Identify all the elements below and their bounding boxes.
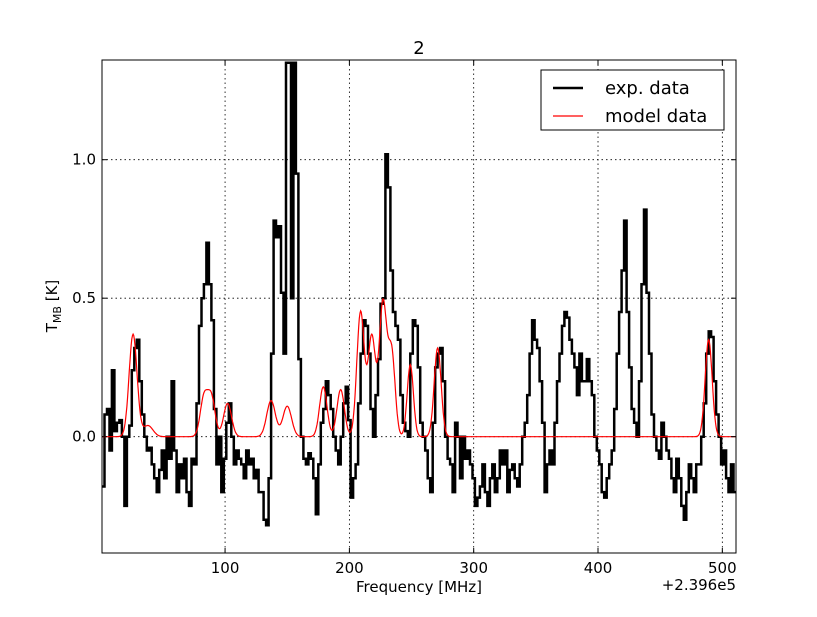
svg-text:TMB [K]: TMB [K] <box>43 280 64 334</box>
axes-frame <box>101 59 737 554</box>
ticks <box>102 60 736 553</box>
x-tick-label: 500 <box>708 559 737 577</box>
chart-title: 2 <box>413 38 424 59</box>
legend-label-model-data: model data <box>605 106 707 127</box>
series-line-exp-data <box>102 61 736 527</box>
y-label-unit: [K] <box>43 280 61 306</box>
x-tick-label: 100 <box>211 559 240 577</box>
legend: exp. data model data <box>540 69 725 131</box>
y-tick-label: 0.5 <box>72 289 96 307</box>
x-tick-label: 200 <box>335 559 364 577</box>
series-layer <box>102 61 736 527</box>
plot-area: 100 200 300 400 500 0.0 0.5 1.0 <box>72 59 737 577</box>
y-label-base: T <box>43 322 61 333</box>
y-tick-label: 1.0 <box>72 151 96 169</box>
tick-labels: 100 200 300 400 500 0.0 0.5 1.0 <box>72 151 737 577</box>
legend-label-exp-data: exp. data <box>605 78 690 99</box>
x-tick-label: 300 <box>459 559 488 577</box>
x-offset-label: +2.396e5 <box>662 576 736 594</box>
x-tick-label: 400 <box>584 559 613 577</box>
y-label-subscript: MB <box>51 306 64 323</box>
y-tick-label: 0.0 <box>72 428 96 446</box>
x-axis-label: Frequency [MHz] <box>356 578 482 596</box>
legend-box <box>540 69 725 131</box>
series-line-model-data <box>102 298 736 438</box>
y-axis-label: TMB [K] <box>43 280 64 334</box>
